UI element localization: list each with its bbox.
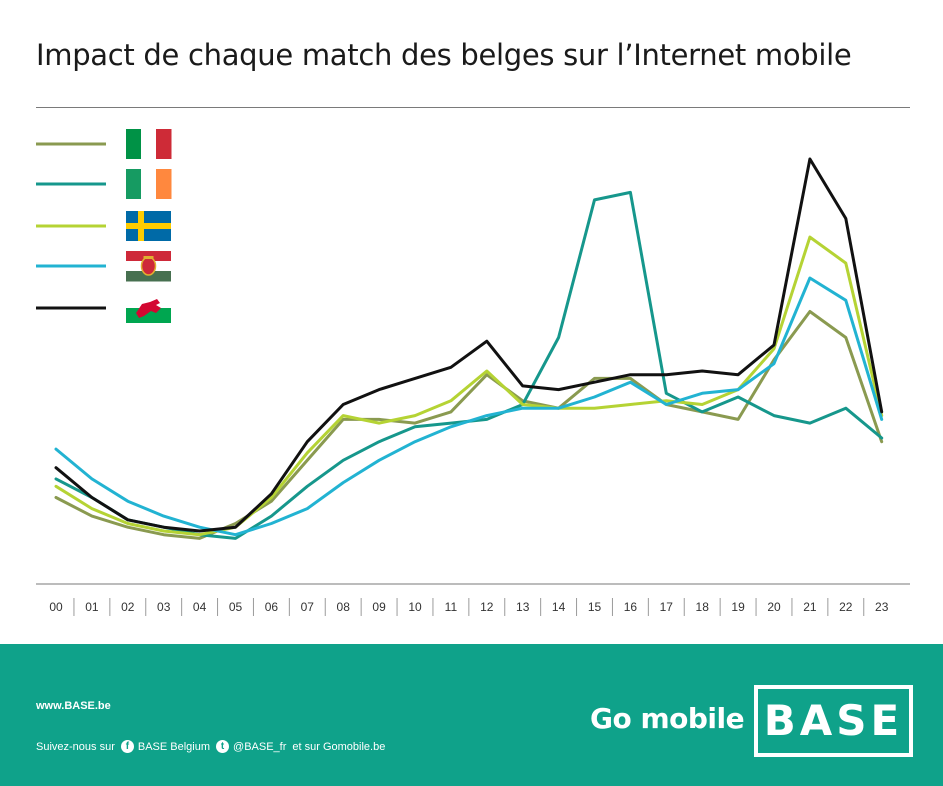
website-link[interactable]: www.BASE.be — [36, 700, 111, 712]
x-tick-label: 23 — [875, 600, 889, 614]
series-line-sweden — [54, 235, 884, 537]
x-tick-label: 05 — [229, 600, 243, 614]
follow-prefix: Suivez-nous sur — [36, 740, 115, 753]
italy-flag-icon — [126, 129, 172, 159]
series-line-italy — [54, 310, 884, 540]
gomobile-link[interactable]: et sur Gomobile.be — [292, 740, 386, 753]
top-rule — [36, 107, 910, 108]
x-tick-label: 20 — [767, 600, 781, 614]
x-tick-label: 16 — [624, 600, 638, 614]
x-tick-label: 01 — [85, 600, 99, 614]
line-chart: 00 01 02 03 04 05 06 07 08 09 10 11 12 13 14 15 16 17 18 19… — [36, 129, 910, 616]
series-line-hungary — [54, 276, 884, 537]
facebook-handle[interactable]: BASE Belgium — [137, 740, 211, 753]
hungary-flag-icon — [126, 251, 171, 282]
x-tick-label: 14 — [552, 600, 566, 614]
base-logo-text: BASE — [763, 696, 904, 745]
x-tick-label: 10 — [408, 600, 422, 614]
twitter-icon[interactable]: t — [216, 740, 230, 753]
series-line-wales — [54, 157, 884, 533]
x-tick-label: 13 — [516, 600, 530, 614]
twitter-handle[interactable]: @BASE_fr — [233, 740, 287, 753]
footer-banner: www.BASE.be Suivez-nous sur f BASE Belgi… — [0, 644, 943, 786]
base-logo[interactable]: BASE — [754, 685, 913, 757]
x-tick-label: 19 — [731, 600, 745, 614]
slogan: Go mobile — [590, 702, 745, 735]
x-tick-label: 03 — [157, 600, 171, 614]
x-tick-label: 15 — [588, 600, 602, 614]
x-tick-label: 22 — [839, 600, 853, 614]
wales-flag-icon — [126, 293, 171, 323]
x-tick-label: 07 — [301, 600, 315, 614]
x-tick-label: 21 — [803, 600, 817, 614]
x-tick-label: 18 — [696, 600, 710, 614]
sweden-flag-icon — [126, 211, 171, 241]
x-tick-label: 04 — [193, 600, 207, 614]
x-tick-label: 00 — [49, 600, 63, 614]
chart-title: Impact de chaque match des belges sur l’… — [36, 38, 852, 72]
social-follow: Suivez-nous sur f BASE Belgium t @BASE_f… — [36, 740, 385, 753]
x-tick-label: 08 — [337, 600, 351, 614]
ireland-flag-icon — [126, 169, 172, 199]
x-tick-label: 12 — [480, 600, 494, 614]
x-tick-label: 06 — [265, 600, 279, 614]
facebook-icon[interactable]: f — [120, 740, 134, 753]
x-tick-label: 11 — [445, 600, 458, 614]
x-tick-label: 02 — [121, 600, 135, 614]
x-tick-label: 09 — [372, 600, 386, 614]
x-tick-label: 17 — [660, 600, 674, 614]
